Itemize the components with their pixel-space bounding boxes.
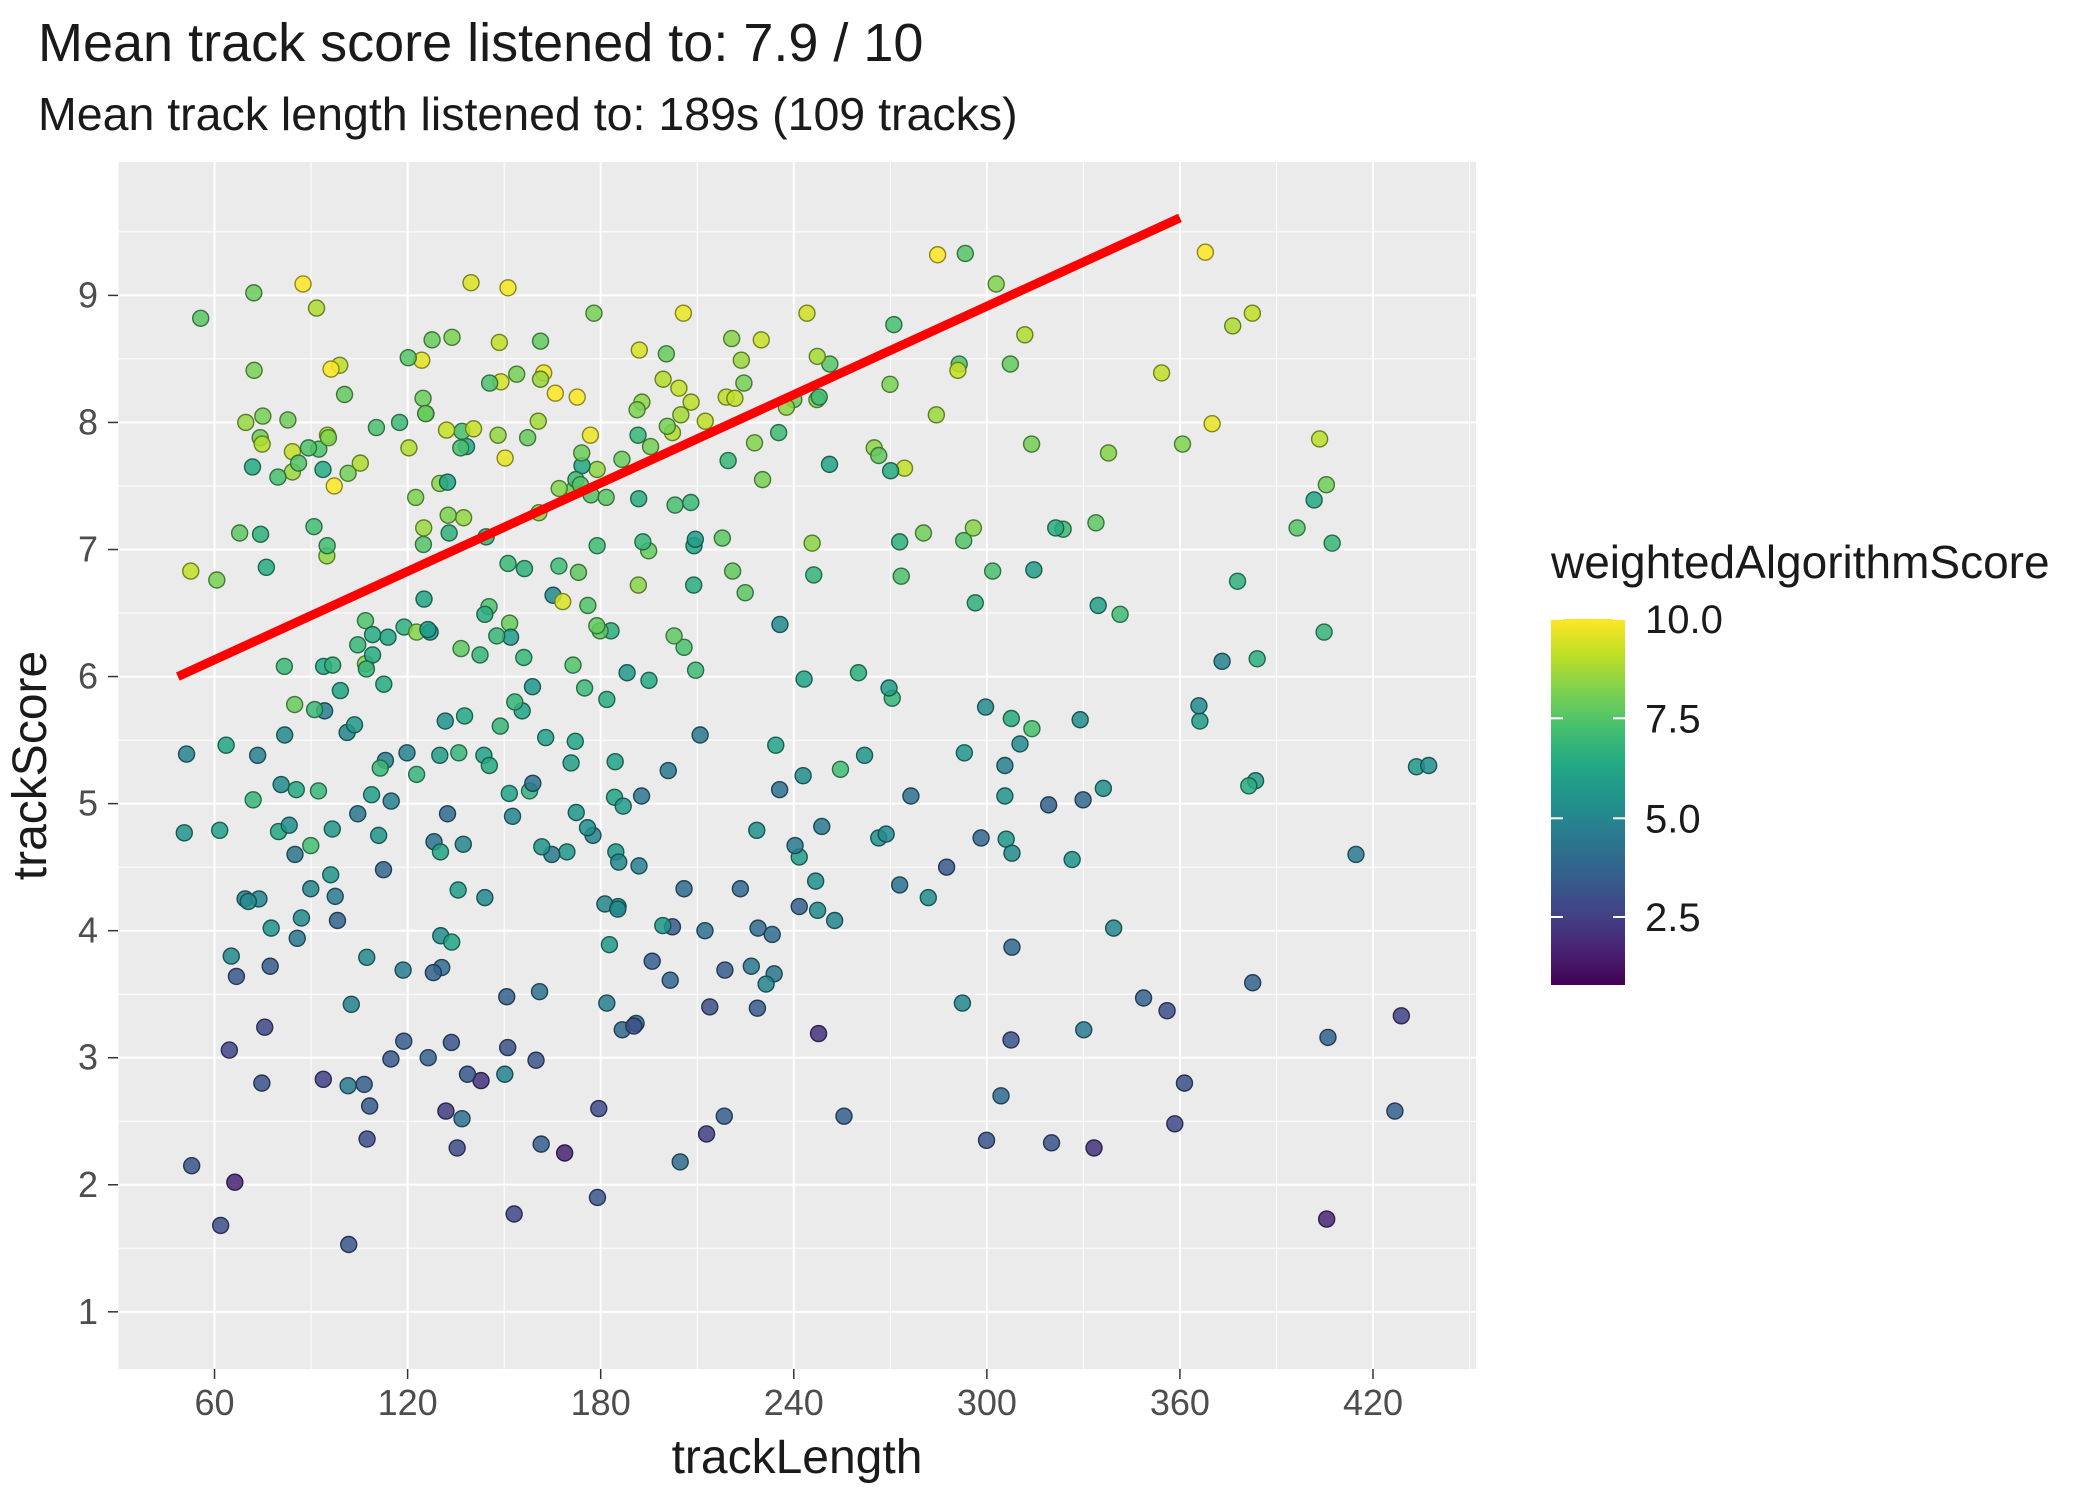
svg-text:4: 4 xyxy=(78,910,98,951)
svg-text:9: 9 xyxy=(78,274,98,315)
svg-text:360: 360 xyxy=(1150,1382,1210,1423)
svg-text:7.5: 7.5 xyxy=(1645,697,1701,741)
svg-text:5.0: 5.0 xyxy=(1645,797,1701,841)
svg-text:10.0: 10.0 xyxy=(1645,598,1723,642)
svg-text:weightedAlgorithmScore: weightedAlgorithmScore xyxy=(1550,536,2050,588)
svg-text:6: 6 xyxy=(78,656,98,697)
svg-text:420: 420 xyxy=(1343,1382,1403,1423)
svg-text:300: 300 xyxy=(957,1382,1017,1423)
svg-text:240: 240 xyxy=(764,1382,824,1423)
svg-text:8: 8 xyxy=(78,401,98,442)
svg-text:trackScore: trackScore xyxy=(4,651,57,880)
svg-text:trackLength: trackLength xyxy=(672,1431,923,1484)
svg-text:120: 120 xyxy=(378,1382,438,1423)
svg-text:3: 3 xyxy=(78,1037,98,1078)
svg-text:5: 5 xyxy=(78,783,98,824)
svg-text:180: 180 xyxy=(571,1382,631,1423)
svg-text:2.5: 2.5 xyxy=(1645,896,1701,940)
svg-text:60: 60 xyxy=(195,1382,235,1423)
svg-text:2: 2 xyxy=(78,1164,98,1205)
svg-text:7: 7 xyxy=(78,529,98,570)
svg-text:1: 1 xyxy=(78,1291,98,1332)
